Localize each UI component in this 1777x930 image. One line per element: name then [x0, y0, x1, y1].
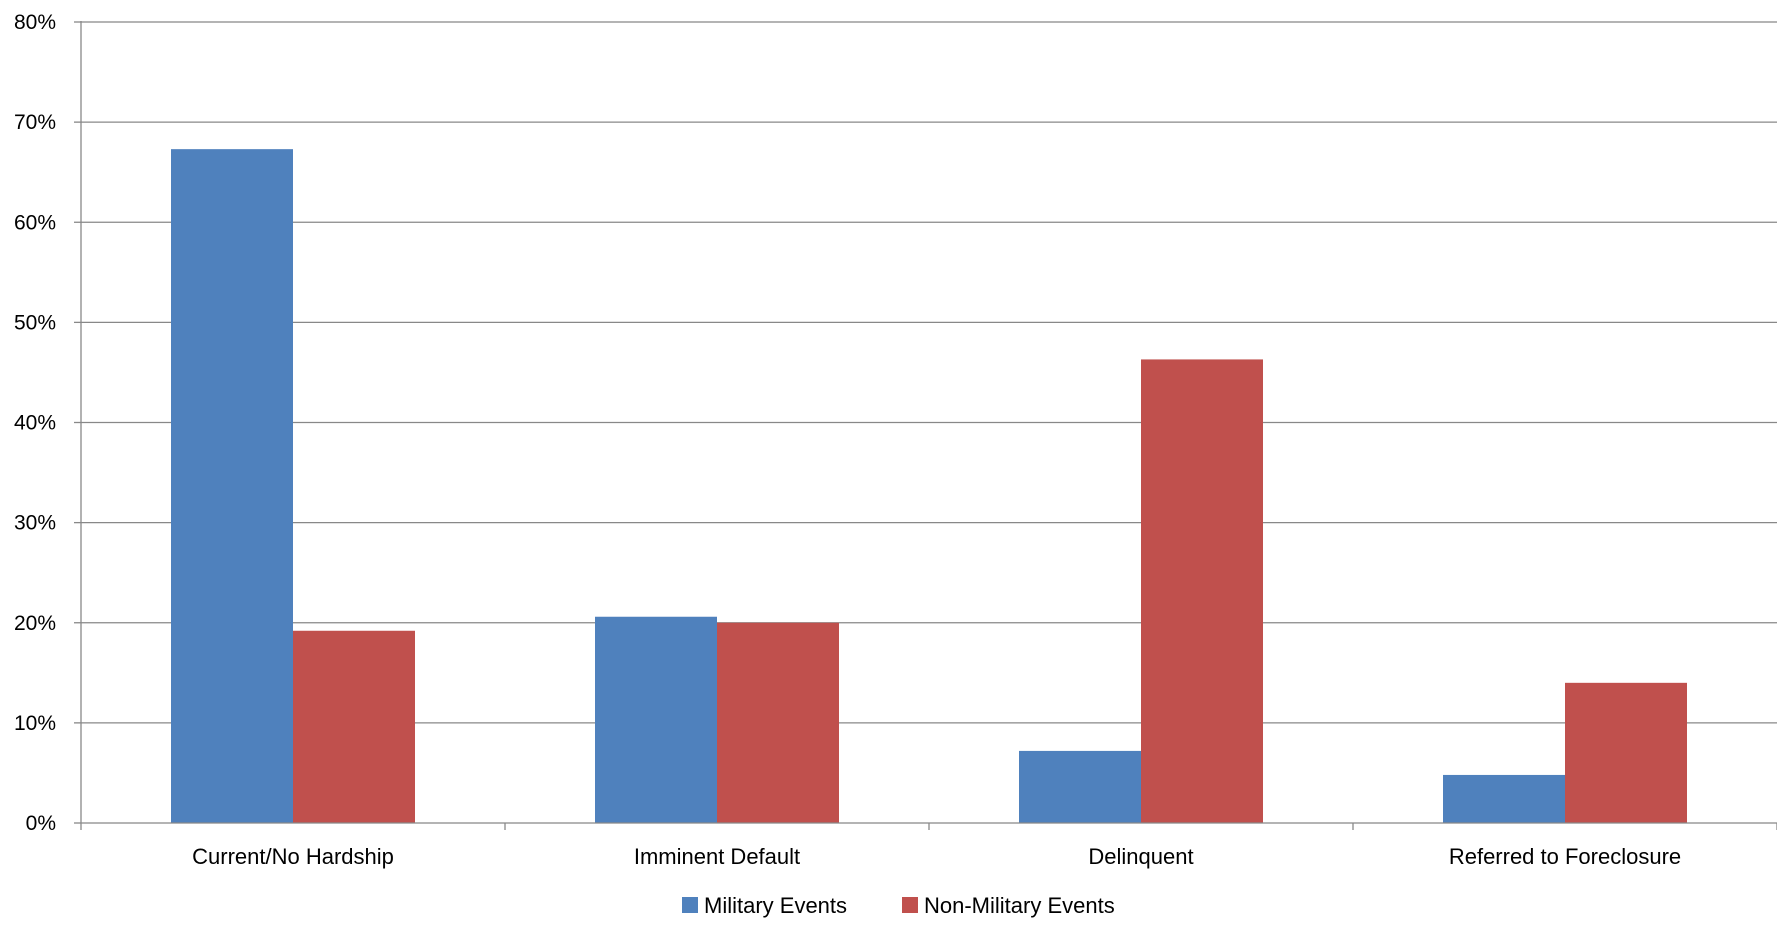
- legend-label: Military Events: [704, 893, 847, 918]
- bar-military-events-3: [1443, 774, 1565, 823]
- y-tick-label: 80%: [14, 11, 56, 34]
- legend: Military Events Non-Military Events: [682, 893, 1115, 918]
- axes: [74, 21, 1777, 830]
- y-tick-label: 0%: [26, 812, 56, 835]
- y-axis-tick-labels: 0% 10% 20% 30% 40% 50% 60% 70% 80%: [14, 11, 56, 835]
- legend-swatch: [902, 897, 918, 913]
- bar-non-military-events-1: [717, 622, 839, 823]
- y-tick-label: 20%: [14, 612, 56, 635]
- bar-non-military-events-0: [293, 630, 415, 823]
- gridlines: [81, 21, 1777, 724]
- x-axis-category-labels: Current/No Hardship Imminent Default Delin…: [192, 844, 1681, 869]
- y-tick-label: 10%: [14, 712, 56, 735]
- category-label: Referred to Foreclosure: [1449, 844, 1681, 869]
- y-tick-label: 30%: [14, 512, 56, 535]
- bar-non-military-events-2: [1141, 359, 1263, 823]
- bar-military-events-1: [595, 616, 717, 823]
- y-tick-label: 70%: [14, 111, 56, 134]
- category-label: Imminent Default: [634, 844, 800, 869]
- legend-label: Non-Military Events: [924, 893, 1115, 918]
- category-label: Current/No Hardship: [192, 844, 394, 869]
- legend-swatch: [682, 897, 698, 913]
- bar-military-events-0: [171, 149, 293, 823]
- bar-military-events-2: [1019, 750, 1141, 823]
- bars: [171, 149, 1687, 823]
- y-tick-label: 60%: [14, 211, 56, 234]
- category-label: Delinquent: [1088, 844, 1193, 869]
- bar-non-military-events-3: [1565, 682, 1687, 823]
- y-tick-label: 40%: [14, 412, 56, 435]
- y-tick-label: 50%: [14, 311, 56, 334]
